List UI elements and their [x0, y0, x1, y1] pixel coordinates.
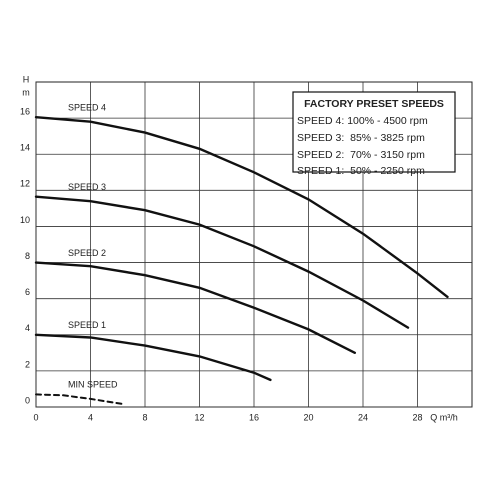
legend-line: SPEED 2: 70% - 3150 rpm — [297, 149, 425, 161]
x-tick-label: 28 — [412, 412, 422, 422]
y-tick-label: 10 — [20, 215, 30, 225]
series-line — [34, 116, 449, 299]
legend-box: FACTORY PRESET SPEEDS SPEED 4: 100% - 45… — [292, 91, 456, 177]
y-tick-label: 16 — [20, 106, 30, 116]
x-tick-label: 8 — [142, 412, 147, 422]
series-label: SPEED 4 — [68, 103, 106, 113]
y-tick-label: 6 — [25, 287, 30, 297]
x-tick-label: 24 — [358, 412, 368, 422]
legend-line: SPEED 4: 100% - 4500 rpm — [297, 115, 428, 127]
y-tick-label: 2 — [25, 359, 30, 369]
series-label: SPEED 1 — [68, 320, 106, 330]
series-label: SPEED 3 — [68, 182, 106, 192]
y-axis-unit: m — [22, 87, 30, 97]
x-tick-label: 0 — [33, 412, 38, 422]
x-tick-label: 20 — [303, 412, 313, 422]
x-tick-label: 12 — [194, 412, 204, 422]
y-tick-label: 0 — [25, 395, 30, 405]
legend-frame — [292, 91, 456, 173]
series-line — [34, 195, 410, 329]
y-tick-label: 12 — [20, 179, 30, 189]
y-tick-label: 14 — [20, 143, 30, 153]
legend-line: SPEED 3: 85% - 3825 rpm — [297, 132, 425, 144]
y-axis-label: H — [23, 74, 30, 84]
x-axis-label: Q m³/h — [430, 412, 458, 422]
legend-title: FACTORY PRESET SPEEDS — [304, 98, 444, 110]
series-line — [34, 333, 272, 382]
series-line — [34, 261, 356, 354]
legend-line: SPEED 1: 50% - 2250 rpm — [297, 165, 425, 177]
x-tick-label: 4 — [88, 412, 93, 422]
x-tick-label: 16 — [249, 412, 259, 422]
series-label: SPEED 2 — [68, 248, 106, 258]
series-label: MIN SPEED — [68, 380, 118, 390]
y-tick-label: 8 — [25, 251, 30, 261]
y-tick-label: 4 — [25, 323, 30, 333]
series-line — [35, 393, 126, 406]
